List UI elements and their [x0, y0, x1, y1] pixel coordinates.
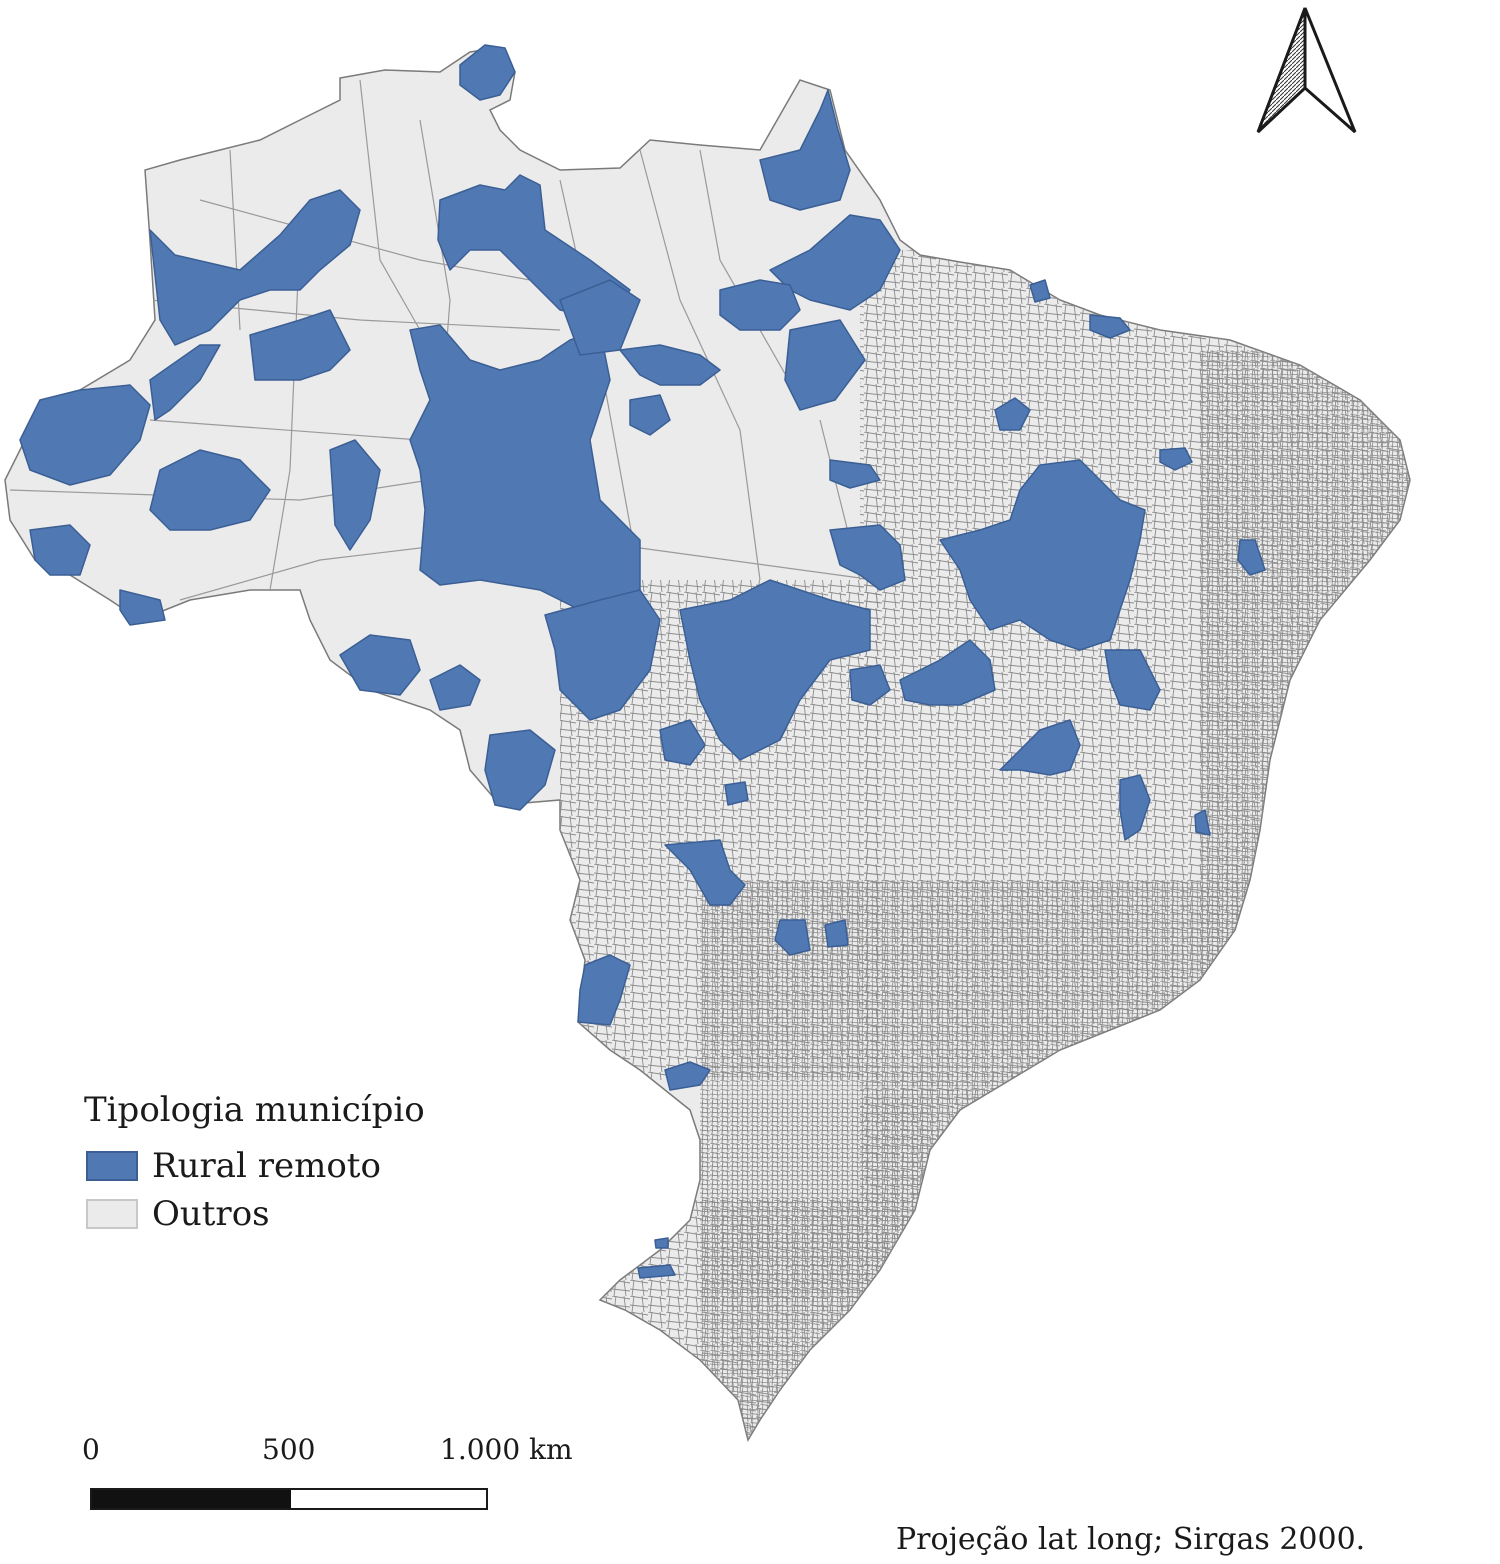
- north-arrow-icon: [1256, 7, 1357, 134]
- region-bahia-n: [1104, 649, 1161, 711]
- scale-bar-black-segment: [92, 1490, 291, 1508]
- legend-item-rural-remoto: Rural remoto: [86, 1146, 381, 1186]
- legend-swatch-outros: [86, 1199, 138, 1229]
- region-rs-a: [637, 1264, 676, 1279]
- region-amazonas-west: [19, 384, 151, 486]
- scale-label-1000: 1.000 km: [440, 1433, 573, 1466]
- region-go-e: [824, 919, 849, 948]
- region-piaui-b: [899, 639, 996, 706]
- region-ba-e: [1194, 809, 1211, 836]
- region-piaui-a: [939, 459, 1146, 651]
- region-mt-c: [659, 719, 706, 766]
- region-small-1: [629, 394, 671, 436]
- region-pe: [1159, 447, 1193, 471]
- region-roraima: [459, 44, 516, 101]
- region-acre-1: [149, 449, 271, 531]
- projection-note: Projeção lat long; Sirgas 2000.: [896, 1522, 1366, 1557]
- region-mt-west: [339, 634, 421, 696]
- scale-bar: [90, 1488, 488, 1510]
- region-tefe: [249, 309, 351, 381]
- region-rs-b: [654, 1237, 669, 1249]
- region-ma-1: [829, 459, 881, 489]
- legend-label-outros: Outros: [152, 1194, 270, 1234]
- region-ceara: [1089, 314, 1131, 339]
- region-juruá: [149, 344, 221, 421]
- rural-remoto-regions: [19, 44, 1266, 1279]
- region-ro-south: [484, 729, 556, 811]
- region-amazonas-north: [149, 189, 361, 346]
- region-para-east-a: [719, 279, 801, 331]
- region-marajo: [769, 214, 901, 311]
- region-ms: [577, 954, 631, 1026]
- region-bahia-w: [999, 719, 1081, 776]
- region-rondonia: [429, 664, 481, 711]
- legend-swatch-rural-remoto: [86, 1151, 138, 1181]
- legend-item-outros: Outros: [86, 1194, 270, 1234]
- region-amapa: [759, 89, 851, 211]
- region-mt-south: [664, 839, 746, 906]
- region-santarem: [619, 344, 721, 386]
- region-acre-3: [119, 589, 166, 626]
- scale-label-500: 500: [262, 1433, 316, 1466]
- region-mt-d: [724, 781, 749, 806]
- region-goias: [774, 919, 811, 956]
- region-pb: [1237, 539, 1266, 576]
- region-to: [849, 664, 891, 706]
- region-purus: [329, 439, 381, 551]
- region-ma-c: [994, 397, 1031, 431]
- region-tapajos-a: [559, 279, 641, 356]
- legend-label-rural-remoto: Rural remoto: [152, 1146, 381, 1186]
- region-para-east-b: [784, 319, 866, 411]
- scale-label-0: 0: [82, 1433, 100, 1466]
- region-ms-small: [664, 1061, 711, 1091]
- region-acre-2: [29, 524, 91, 576]
- region-mt-north-a: [544, 589, 661, 721]
- region-ma-n: [1029, 279, 1051, 303]
- region-mt-north-b: [679, 579, 871, 761]
- region-bahia-c: [1119, 774, 1151, 841]
- region-to-n: [829, 524, 906, 591]
- legend-title: Tipologia município: [84, 1090, 425, 1130]
